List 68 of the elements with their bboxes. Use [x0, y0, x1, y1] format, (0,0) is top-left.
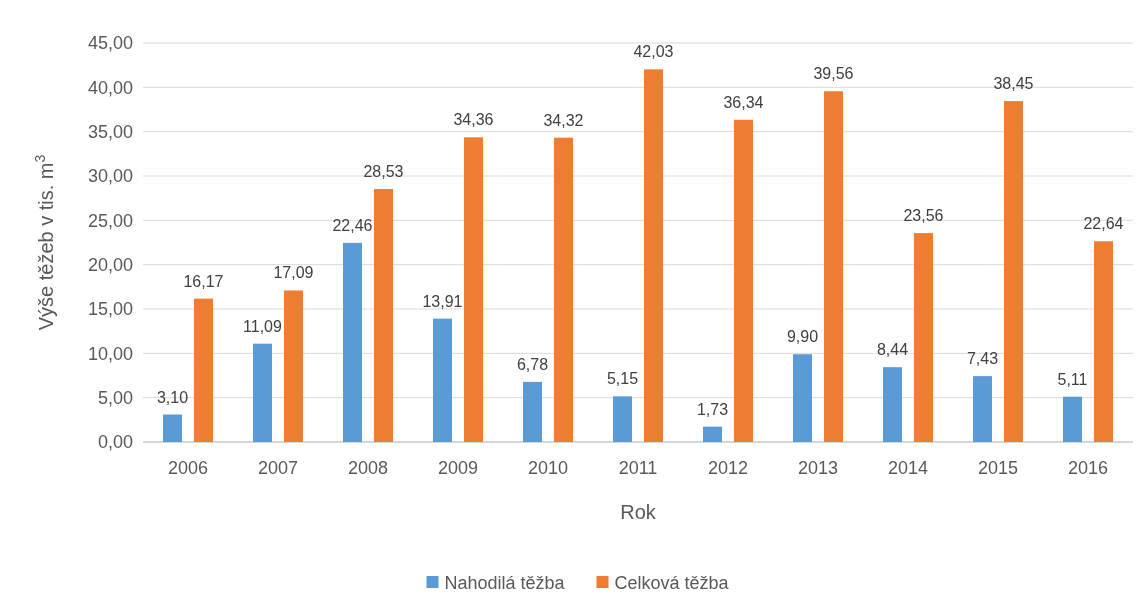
y-tick-label: 0,00: [97, 432, 133, 453]
data-label: 42,03: [633, 43, 674, 61]
bar: [914, 233, 933, 442]
data-label: 7,43: [966, 350, 999, 368]
data-label: 8,44: [876, 341, 909, 359]
x-tick-label: 2008: [347, 458, 389, 478]
bar: [523, 381, 542, 442]
bar: [613, 396, 632, 442]
x-axis-title: Rok: [620, 501, 657, 523]
legend-label: Celková těžba: [614, 573, 730, 594]
x-tick-label: 2010: [527, 458, 569, 478]
data-label: 34,36: [453, 111, 494, 129]
data-label: 13,91: [422, 292, 463, 310]
x-tick-label: 2013: [797, 458, 839, 478]
y-tick-label: 35,00: [87, 121, 133, 142]
bar: [433, 318, 452, 442]
y-tick-label: 45,00: [87, 33, 133, 54]
data-label: 22,46: [332, 216, 373, 234]
bar: [644, 69, 663, 442]
y-tick-label: 20,00: [87, 254, 133, 275]
y-tick-label: 10,00: [87, 343, 133, 364]
data-label: 3,10: [156, 388, 189, 406]
data-label: 16,17: [183, 272, 224, 290]
y-tick-label: 40,00: [87, 77, 133, 98]
bar: [554, 137, 573, 442]
x-tick-label: 2014: [887, 458, 929, 478]
data-label: 17,09: [273, 264, 314, 282]
bar: [703, 426, 722, 442]
data-label: 28,53: [363, 163, 404, 181]
bar: [1063, 396, 1082, 442]
x-tick-label: 2016: [1067, 458, 1109, 478]
bar: [1094, 241, 1113, 442]
data-label: 22,64: [1083, 215, 1124, 233]
data-label: 34,32: [543, 111, 584, 129]
data-label: 11,09: [243, 317, 283, 335]
x-tick-label: 2007: [257, 458, 299, 478]
data-label: 39,56: [813, 65, 854, 83]
bar: [464, 137, 483, 442]
bar: [194, 298, 213, 442]
bar: [793, 354, 812, 442]
bar: [374, 189, 393, 442]
bar: [284, 290, 303, 442]
x-tick-label: 2009: [437, 458, 479, 478]
y-tick-label: 15,00: [87, 299, 133, 320]
bar: [253, 343, 272, 442]
data-label: 36,34: [723, 93, 764, 111]
bar: [734, 119, 753, 442]
bar: [163, 414, 182, 442]
data-label: 5,15: [606, 370, 639, 388]
bar: [1004, 101, 1023, 442]
x-tick-label: 2015: [977, 458, 1019, 478]
y-tick-label: 30,00: [87, 166, 133, 187]
data-label: 23,56: [903, 207, 944, 225]
bar: [824, 91, 843, 442]
x-tick-label: 2006: [167, 458, 209, 478]
x-tick-label: 2012: [707, 458, 749, 478]
legend-label: Nahodilá těžba: [444, 573, 566, 594]
bar: [973, 376, 992, 442]
x-tick-label: 2011: [618, 458, 658, 478]
data-label: 1,73: [696, 400, 729, 418]
data-label: 5,11: [1057, 370, 1088, 388]
y-tick-label: 5,00: [97, 387, 133, 408]
data-label: 38,45: [993, 75, 1034, 93]
data-label: 6,78: [516, 355, 549, 373]
bar: [343, 242, 362, 442]
y-tick-label: 25,00: [87, 210, 133, 231]
bar: [883, 367, 902, 442]
data-label: 9,90: [786, 328, 819, 346]
